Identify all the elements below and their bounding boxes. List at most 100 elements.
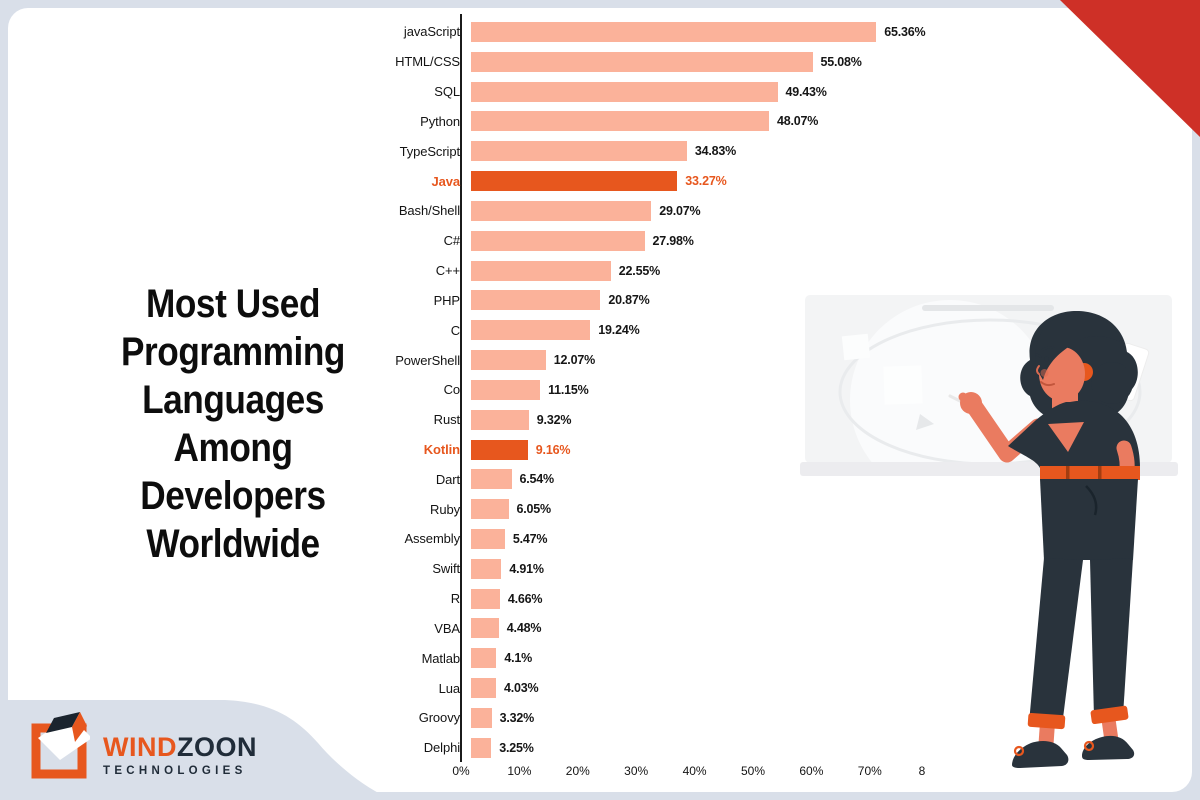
bar-zone: 4.48%	[471, 618, 542, 639]
bar-value-label: 6.54%	[519, 472, 555, 487]
bar-value-label: 33.27%	[685, 174, 727, 189]
bar-row: Co 11.15%	[340, 375, 925, 405]
bar-category-label: Dart	[435, 471, 460, 487]
bar-zone: 4.1%	[471, 648, 533, 669]
bar-row: PHP 20.87%	[340, 285, 925, 315]
bar-zone: 4.03%	[471, 678, 539, 699]
bar-row: C# 27.98%	[340, 226, 925, 256]
bar-zone: 3.32%	[471, 707, 535, 728]
bar-category-label: Groovy	[418, 710, 460, 726]
bar	[471, 171, 678, 192]
bar-category-label: Kotlin	[423, 442, 460, 457]
bar-value-label: 4.66%	[507, 591, 543, 606]
bar-row: C 19.24%	[340, 315, 925, 345]
bar	[471, 260, 611, 281]
x-axis-tick-label: 0%	[452, 764, 470, 778]
brand-name: WINDZOON	[103, 734, 257, 761]
bar-row: Python 48.07%	[340, 106, 925, 136]
bar-chart: javaScript 65.36% HTML/CSS 55.08% SQL 49…	[0, 14, 1000, 782]
bar-zone: 33.27%	[471, 171, 727, 192]
logo-text: WINDZOON TECHNOLOGIES	[103, 734, 257, 780]
bar	[471, 528, 505, 549]
bar-category-label: Rust	[433, 412, 460, 428]
bar	[471, 707, 492, 728]
logo: WINDZOON TECHNOLOGIES	[30, 710, 257, 780]
bar-row: Bash/Shell 29.07%	[340, 196, 925, 226]
x-axis-tick-label: 50%	[740, 764, 766, 778]
brand-subtitle: TECHNOLOGIES	[103, 765, 247, 777]
bar	[471, 21, 877, 42]
bar-value-label: 12.07%	[553, 353, 595, 368]
bar-row: Matlab 4.1%	[340, 643, 925, 673]
bar-row: Ruby 6.05%	[340, 494, 925, 524]
bar	[471, 141, 687, 162]
bar-value-label: 55.08%	[820, 54, 862, 69]
bar-value-label: 4.48%	[506, 621, 542, 636]
bar-row: Delphi 3.25%	[340, 733, 925, 763]
bar	[471, 439, 528, 460]
bar-zone: 5.47%	[471, 528, 548, 549]
x-axis-tick-label: 10%	[507, 764, 532, 778]
bar-category-label: R	[450, 591, 460, 607]
bar	[471, 499, 509, 520]
bar-zone: 49.43%	[471, 81, 827, 102]
bar-zone: 48.07%	[471, 111, 819, 132]
bar-zone: 19.24%	[471, 320, 640, 341]
bar-category-label: Matlab	[421, 650, 461, 666]
bar-category-label: Java	[431, 173, 460, 189]
x-axis-tick-label: 40%	[682, 764, 707, 778]
bar-zone: 65.36%	[471, 21, 926, 42]
bar	[471, 200, 652, 221]
bar-zone: 12.07%	[471, 350, 595, 371]
bar-zone: 4.91%	[471, 558, 544, 579]
bar	[471, 409, 529, 430]
bar	[471, 678, 496, 699]
bar-value-label: 48.07%	[777, 114, 819, 129]
bar-value-label: 27.98%	[652, 233, 694, 248]
bar-value-label: 22.55%	[618, 263, 660, 278]
bar-category-label: VBA	[434, 620, 460, 636]
bar	[471, 648, 497, 669]
bar-category-label: javaScript	[403, 24, 460, 40]
bar-zone: 55.08%	[471, 51, 862, 72]
bar-value-label: 9.16%	[535, 442, 571, 457]
bar-row: Rust 9.32%	[340, 405, 925, 435]
bar-category-label: C++	[435, 263, 460, 279]
corner-shape	[0, 700, 392, 800]
bar-value-label: 19.24%	[598, 323, 640, 338]
bar-zone: 9.32%	[471, 409, 572, 430]
bar-row: R 4.66%	[340, 584, 925, 614]
bar-value-label: 4.1%	[504, 651, 533, 666]
bar-zone: 6.54%	[471, 469, 555, 490]
bar	[471, 290, 601, 311]
bar-zone: 22.55%	[471, 260, 660, 281]
x-axis-tick-label: 20%	[565, 764, 590, 778]
bar-value-label: 9.32%	[536, 412, 572, 427]
bar-row: TypeScript 34.83%	[340, 136, 925, 166]
bar-category-label: SQL	[434, 84, 460, 100]
bar-value-label: 4.03%	[504, 681, 539, 696]
bar-category-label: HTML/CSS	[395, 54, 460, 70]
bar-value-label: 3.32%	[499, 710, 535, 725]
bar-value-label: 5.47%	[512, 531, 548, 546]
bar-category-label: TypeScript	[399, 143, 461, 159]
brand-name-secondary: ZOON	[176, 732, 257, 762]
bar-category-label: Assembly	[404, 531, 460, 547]
bar-zone: 6.05%	[471, 499, 551, 520]
bar	[471, 51, 813, 72]
bar	[471, 111, 769, 132]
presenter-woman	[948, 310, 1150, 768]
bar-row: HTML/CSS 55.08%	[340, 47, 925, 77]
brand-name-primary: WIND	[103, 732, 177, 762]
bar-value-label: 11.15%	[548, 382, 589, 397]
bar-category-label: C	[450, 322, 460, 338]
bar-zone: 34.83%	[471, 141, 736, 162]
bar	[471, 588, 500, 609]
bar-value-label: 29.07%	[659, 203, 701, 218]
bar-row: Assembly 5.47%	[340, 524, 925, 554]
bar-category-label: Swift	[432, 561, 460, 577]
logo-mark-icon	[31, 712, 90, 779]
bar-category-label: PHP	[433, 292, 461, 308]
x-axis-ticks: 0% 10% 20% 30% 40% 50% 60% 70% 8	[0, 764, 1000, 782]
